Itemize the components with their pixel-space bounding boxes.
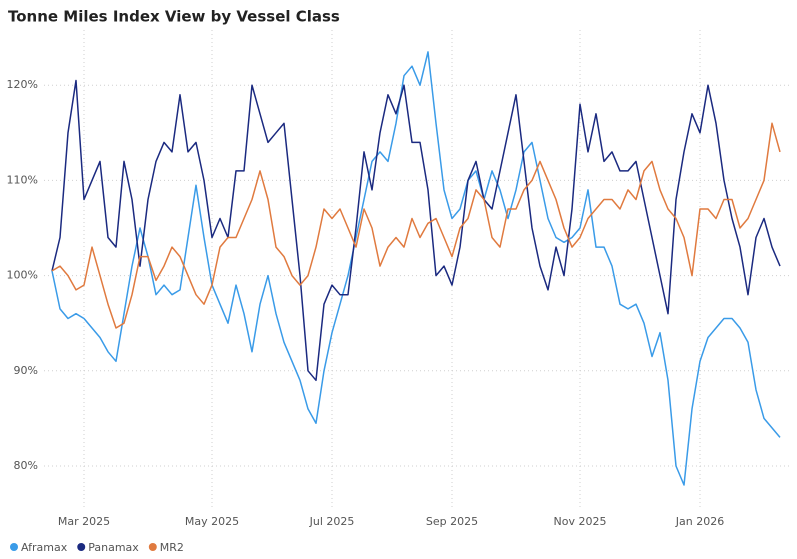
x-tick-label: Mar 2025 [58, 515, 110, 528]
legend-item: Panamax [77, 541, 139, 554]
x-tick-label: Jan 2026 [675, 515, 724, 528]
legend-swatch [148, 543, 157, 551]
y-tick-label: 110% [7, 173, 38, 186]
x-tick-label: Sep 2025 [426, 515, 478, 528]
legend-item: MR2 [148, 541, 184, 554]
legend-item: Aframax [10, 541, 68, 554]
x-tick-label: May 2025 [185, 515, 239, 528]
x-tick-label: Nov 2025 [554, 515, 607, 528]
y-tick-label: 120% [7, 78, 38, 91]
chart-title: Tonne Miles Index View by Vessel Class [8, 8, 340, 26]
legend-label: Aframax [21, 541, 68, 554]
legend-swatch [77, 543, 86, 551]
series-line [51, 122, 781, 329]
legend-swatch [10, 543, 18, 551]
series-line [51, 79, 781, 382]
y-tick-label: 80% [14, 459, 38, 472]
x-tick-label: Jul 2025 [309, 515, 355, 528]
y-tick-label: 100% [7, 269, 38, 282]
legend-label: Panamax [88, 541, 139, 554]
y-tick-label: 90% [14, 364, 38, 377]
series-line [51, 51, 781, 486]
legend-label: MR2 [160, 541, 184, 554]
